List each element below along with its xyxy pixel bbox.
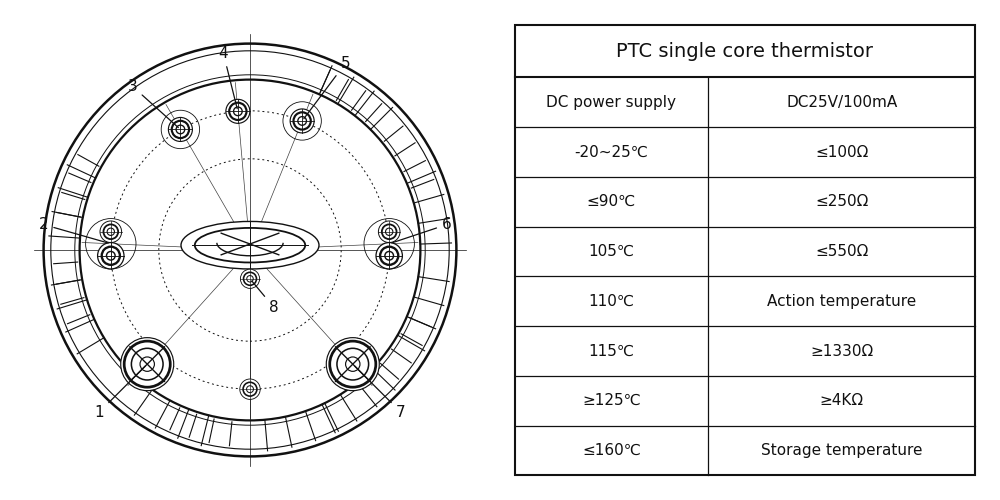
Text: ≤250Ω: ≤250Ω [815,194,868,210]
Text: 6: 6 [392,217,452,243]
Text: 7: 7 [355,366,406,420]
Circle shape [100,221,122,242]
Circle shape [376,242,402,269]
Text: -20~25℃: -20~25℃ [574,144,648,160]
Text: Storage temperature: Storage temperature [761,443,922,458]
Text: ≥125℃: ≥125℃ [582,394,641,408]
Text: 115℃: 115℃ [588,344,634,358]
Circle shape [290,109,314,133]
Circle shape [226,100,250,124]
Ellipse shape [181,222,319,269]
Text: DC25V/100mA: DC25V/100mA [786,95,897,110]
Circle shape [168,118,192,142]
Circle shape [98,242,124,269]
Ellipse shape [195,228,305,262]
Text: 4: 4 [219,46,237,108]
Text: ≤160℃: ≤160℃ [582,443,641,458]
Text: 105℃: 105℃ [588,244,634,259]
Text: 1: 1 [94,366,145,420]
Circle shape [240,379,260,400]
Text: ≥4KΩ: ≥4KΩ [820,394,864,408]
Text: 2: 2 [39,217,108,243]
Circle shape [378,221,400,242]
Circle shape [240,269,260,288]
Text: 5: 5 [304,56,350,118]
Text: Action temperature: Action temperature [767,294,916,309]
Circle shape [326,338,379,390]
Text: PTC single core thermistor: PTC single core thermistor [616,42,874,60]
Text: 110℃: 110℃ [588,294,634,309]
Text: ≤550Ω: ≤550Ω [815,244,868,259]
Text: DC power supply: DC power supply [546,95,676,110]
Text: 8: 8 [252,281,279,315]
Circle shape [121,338,174,390]
Text: ≤100Ω: ≤100Ω [815,144,868,160]
Text: ≥1330Ω: ≥1330Ω [810,344,873,358]
Text: 3: 3 [128,78,178,128]
Text: ≤90℃: ≤90℃ [587,194,636,210]
